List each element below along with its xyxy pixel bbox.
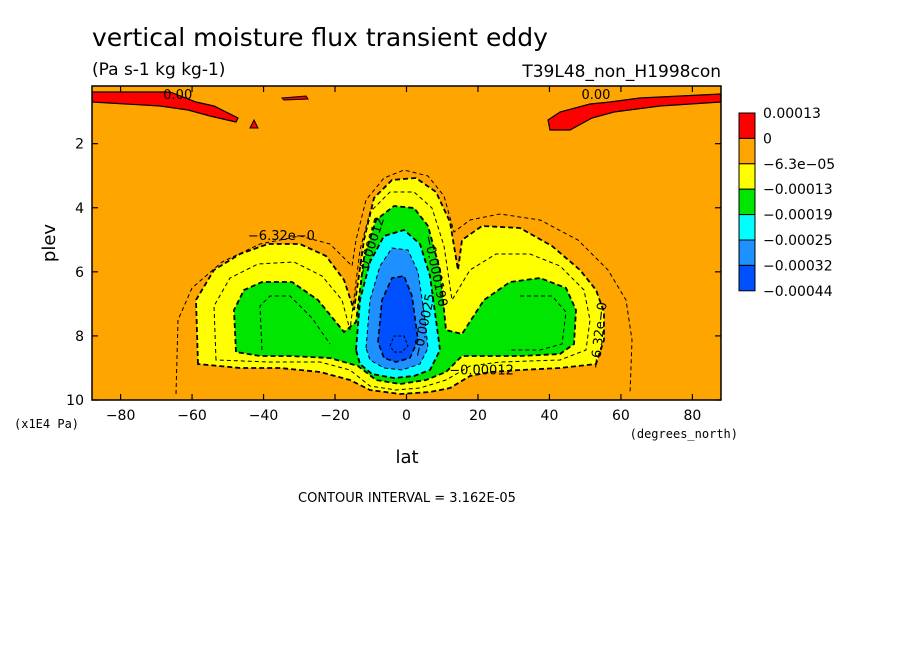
- y-tick-label: 8: [75, 329, 84, 345]
- legend-level-label: 0.00013: [763, 106, 821, 122]
- contour-label: −0.00012: [449, 363, 514, 378]
- legend-level-label: −6.3e−05: [763, 157, 835, 173]
- contour-line-5: [259, 295, 567, 351]
- x-tick-label: −40: [249, 408, 279, 424]
- region-red-south: [92, 91, 239, 123]
- legend-swatch: [738, 163, 756, 190]
- y-tick-label: 4: [75, 201, 84, 217]
- legend-swatch: [738, 188, 756, 216]
- y-axis-label: plev: [39, 224, 60, 263]
- y-tick-label: 10: [66, 393, 84, 409]
- x-tick-label: 40: [541, 408, 559, 424]
- x-tick-label: 0: [402, 408, 411, 424]
- y-unit-label: (x1E4 Pa): [14, 417, 79, 431]
- x-tick-label: −80: [106, 408, 136, 424]
- contour-label: −6.32e−0: [248, 229, 315, 244]
- legend-swatch: [738, 137, 756, 165]
- units-label: (Pa s-1 kg kg-1): [92, 60, 225, 80]
- contour-fill: [92, 86, 721, 400]
- y-axis: 2 4 6 8 10: [66, 137, 721, 409]
- legend-level-label: −0.00025: [763, 233, 833, 249]
- legend-level-label: −0.00019: [763, 208, 833, 224]
- region-red-north: [547, 93, 721, 131]
- y-tick-label: 6: [75, 265, 84, 281]
- x-unit-label: (degrees_north): [630, 427, 738, 441]
- contour-interval: CONTOUR INTERVAL = 3.162E-05: [298, 491, 516, 506]
- legend-swatch: [738, 112, 756, 139]
- contour-line-7: [365, 247, 429, 371]
- contour-line-9: [389, 335, 409, 353]
- chart-title: vertical moisture flux transient eddy: [92, 23, 548, 52]
- legend-swatch: [738, 264, 756, 292]
- region-red-dot: [249, 118, 259, 129]
- contour-lines: [175, 169, 633, 395]
- legend-level-label: −0.00044: [763, 284, 833, 300]
- contour-label: 0.00: [581, 88, 610, 103]
- contour-line-2: [195, 177, 605, 395]
- region-red-mid: [280, 95, 309, 101]
- legend-swatch: [738, 239, 756, 266]
- legend-swatch: [738, 214, 756, 241]
- colorbar-legend: 0.00013 0 −6.3e−05 −0.00013 −0.00019 −0.00025…: [738, 106, 835, 300]
- contour-line-6: [355, 228, 441, 379]
- legend-level-label: −0.00013: [763, 182, 833, 198]
- x-axis-label: lat: [395, 447, 418, 468]
- legend-level-label: −0.00032: [763, 258, 833, 274]
- x-tick-label: −20: [320, 408, 350, 424]
- y-tick-label: 2: [75, 137, 84, 153]
- contour-line-8: [377, 275, 419, 363]
- run-label: T39L48_non_H1998con: [521, 62, 721, 82]
- contour-line-1: [175, 169, 633, 395]
- x-tick-label: 20: [469, 408, 487, 424]
- contour-label: −6.32e−0: [589, 301, 611, 369]
- x-tick-label: 80: [683, 408, 701, 424]
- x-tick-label: 60: [612, 408, 630, 424]
- region-darkblue: [378, 276, 418, 362]
- contour-line-3: [213, 191, 591, 391]
- x-tick-label: −60: [177, 408, 207, 424]
- x-axis: −80 −60 −40 −20 0 20 40 60 80: [106, 86, 701, 424]
- legend-level-label: 0: [763, 131, 772, 147]
- contour-label: 0.00: [163, 88, 192, 103]
